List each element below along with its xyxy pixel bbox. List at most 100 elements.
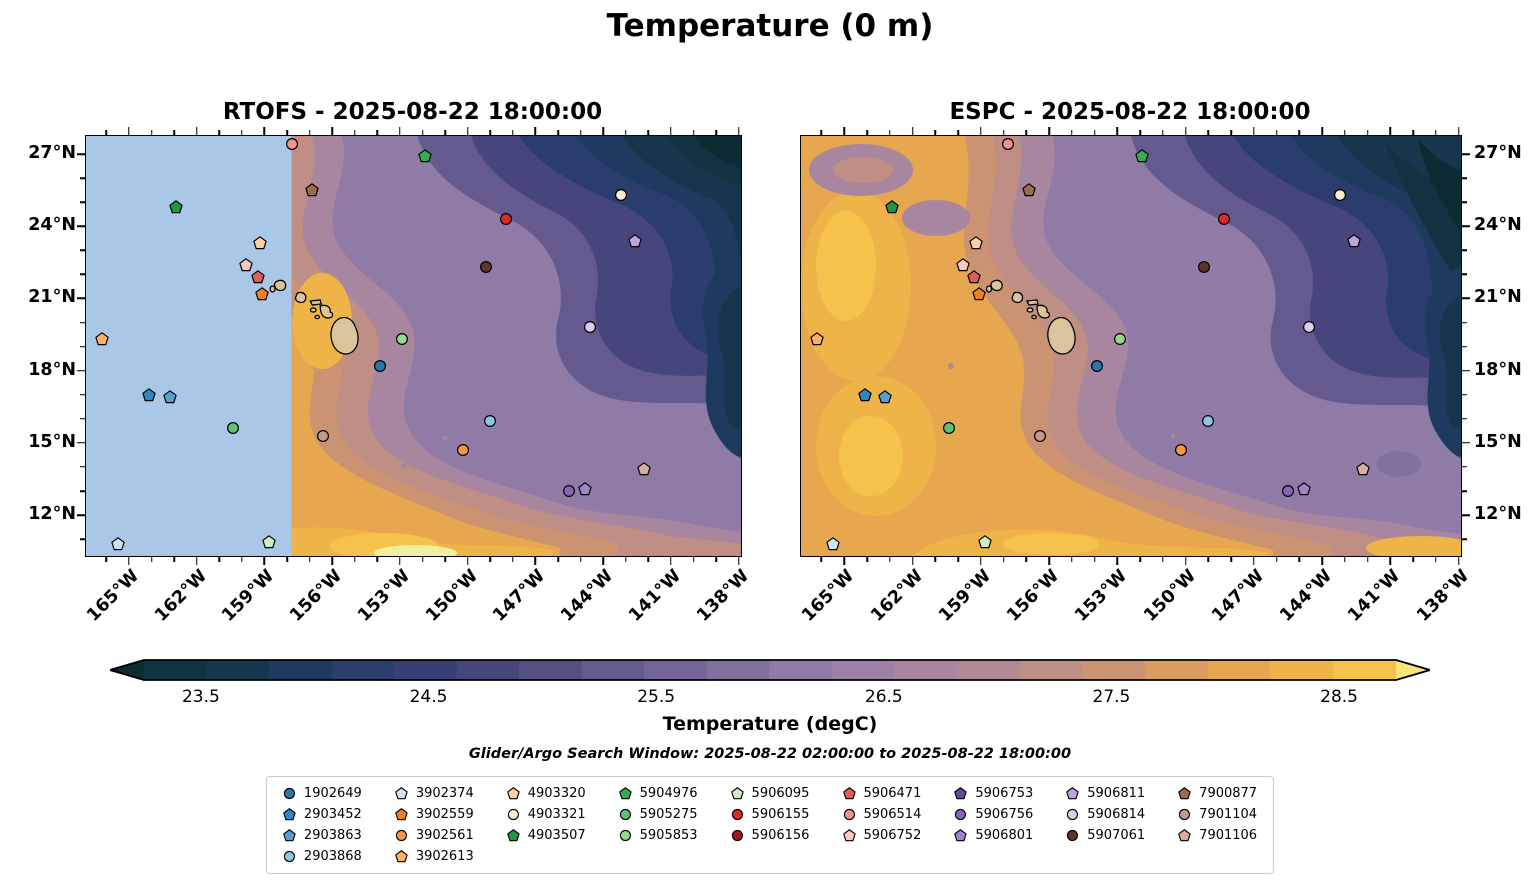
lon-tick: [692, 557, 695, 562]
float-marker-5906801: [578, 481, 592, 496]
legend-float-id: 5906811: [1087, 786, 1146, 801]
lon-tick: [263, 127, 266, 135]
legend-float-id: 7901104: [1199, 807, 1258, 822]
circle-marker-icon: [1334, 188, 1347, 201]
legend-marker-icon: [395, 808, 408, 821]
lon-tick: [670, 127, 672, 135]
lon-tick-label: 147°W: [489, 566, 550, 626]
float-marker-5907061: [479, 260, 493, 274]
circle-marker-icon: [1175, 444, 1188, 457]
circle-marker-icon: [395, 829, 407, 842]
lat-tick: [1462, 153, 1470, 155]
circle-marker-icon: [1067, 808, 1079, 821]
lon-tick: [354, 557, 356, 562]
pentagon-marker-icon: [954, 787, 968, 800]
lon-tick: [421, 557, 424, 562]
float-marker-5904976: [418, 149, 432, 163]
lat-tick: [1462, 466, 1467, 468]
lon-tick: [1253, 127, 1255, 135]
lon-tick: [1435, 557, 1437, 562]
lon-tick-label: 153°W: [1071, 566, 1132, 626]
lat-tick: [1462, 321, 1467, 324]
legend-float-id: 3902374: [415, 786, 474, 801]
legend-marker-icon: [842, 808, 855, 821]
lat-tick: [1462, 249, 1467, 252]
lon-tick: [1025, 130, 1028, 135]
lat-axis-labels-right: 27°N 24°N 21°N 18°N 15°N 12°N: [1474, 135, 1540, 555]
legend-float-id: 2903452: [303, 807, 362, 822]
legend-float-id: 5904976: [639, 786, 698, 801]
figure-title: Temperature (0 m): [606, 8, 934, 44]
legend-item-5906155: 5906155: [731, 805, 809, 824]
pentagon-marker-icon: [253, 236, 267, 250]
float-marker-5906514: [285, 137, 299, 151]
legend-marker-icon: [283, 787, 296, 800]
legend-float-id: 7900877: [1199, 786, 1258, 801]
lon-tick: [534, 557, 537, 565]
espc-warm-bands: [801, 136, 1461, 556]
legend-marker-icon: [1066, 787, 1079, 800]
legend-item-5905853: 5905853: [619, 826, 698, 845]
circle-marker-icon: [283, 787, 295, 800]
pentagon-marker-icon: [169, 200, 184, 214]
float-marker-5906155: [1217, 212, 1231, 226]
lon-tick: [1116, 127, 1119, 135]
circle-marker-icon: [457, 444, 470, 457]
legend-item-7901104: 7901104: [1178, 805, 1257, 824]
float-marker-2903452: [858, 387, 872, 402]
pentagon-marker-icon: [1135, 149, 1150, 163]
legend-item-5906156: 5906156: [731, 826, 809, 845]
lon-tick: [1071, 130, 1073, 135]
lon-tick: [1321, 127, 1323, 135]
float-marker-7901106: [1356, 462, 1370, 476]
lon-tick-label: 138°W: [1413, 566, 1473, 626]
lat-tick: [80, 345, 85, 348]
circle-marker-icon: [484, 415, 497, 428]
lat-tick: [77, 369, 85, 372]
legend-marker-icon: [1178, 829, 1191, 842]
lon-tick-label: 159°W: [935, 566, 995, 626]
lon-tick: [1275, 557, 1278, 562]
lon-tick: [1071, 557, 1073, 562]
pentagon-marker-icon: [578, 481, 592, 495]
lat-tick-label: 24°N: [28, 215, 76, 236]
legend-float-id: 3902613: [415, 849, 474, 864]
circle-marker-icon: [285, 138, 298, 151]
lon-tick: [557, 557, 559, 562]
float-marker-2903868: [1201, 414, 1215, 428]
lon-tick: [308, 130, 311, 135]
legend-marker-icon: [954, 829, 968, 842]
colorbar-tick-label: 27.5: [1092, 687, 1131, 707]
lon-tick: [466, 557, 469, 565]
lon-tick-label: 150°W: [1139, 566, 1200, 626]
legend-item-5907061: 5907061: [1066, 826, 1145, 845]
legend-float-id: 5907061: [1087, 828, 1146, 843]
float-marker-3902559: [255, 286, 269, 301]
circle-marker-icon: [226, 422, 239, 435]
lat-tick: [1462, 514, 1470, 516]
lon-tick: [1162, 130, 1164, 135]
lat-tick: [1462, 418, 1467, 420]
pentagon-marker-icon: [878, 390, 892, 404]
lon-tick-label: 144°W: [557, 566, 618, 626]
colorbar-tick-labels: 23.5 24.5 25.5 26.5 27.5 28.5: [110, 687, 1430, 709]
lat-tick: [80, 249, 85, 252]
legend-float-id: 3902559: [415, 807, 474, 822]
legend-column: 5906471 5906514 5906752: [842, 784, 921, 866]
lat-tick: [80, 466, 85, 468]
lon-tick: [1457, 557, 1460, 565]
legend-item-5906753: 5906753: [954, 784, 1033, 803]
pentagon-marker-icon: [250, 269, 265, 283]
lon-tick: [1412, 130, 1414, 135]
lon-tick-label: 141°W: [1344, 566, 1405, 626]
rtofs-no-data-mask: [86, 136, 292, 556]
lon-tick: [737, 557, 740, 565]
lon-tick: [1298, 130, 1301, 135]
panel-title-espc: ESPC - 2025-08-22 18:00:00: [949, 99, 1311, 125]
legend-float-id: 5906801: [975, 828, 1034, 843]
legend-item-3902559: 3902559: [395, 805, 474, 824]
lon-tick: [670, 557, 672, 565]
legend-item-5904976: 5904976: [618, 784, 698, 803]
float-marker-5905275: [942, 421, 956, 435]
lon-tick: [1116, 557, 1119, 565]
